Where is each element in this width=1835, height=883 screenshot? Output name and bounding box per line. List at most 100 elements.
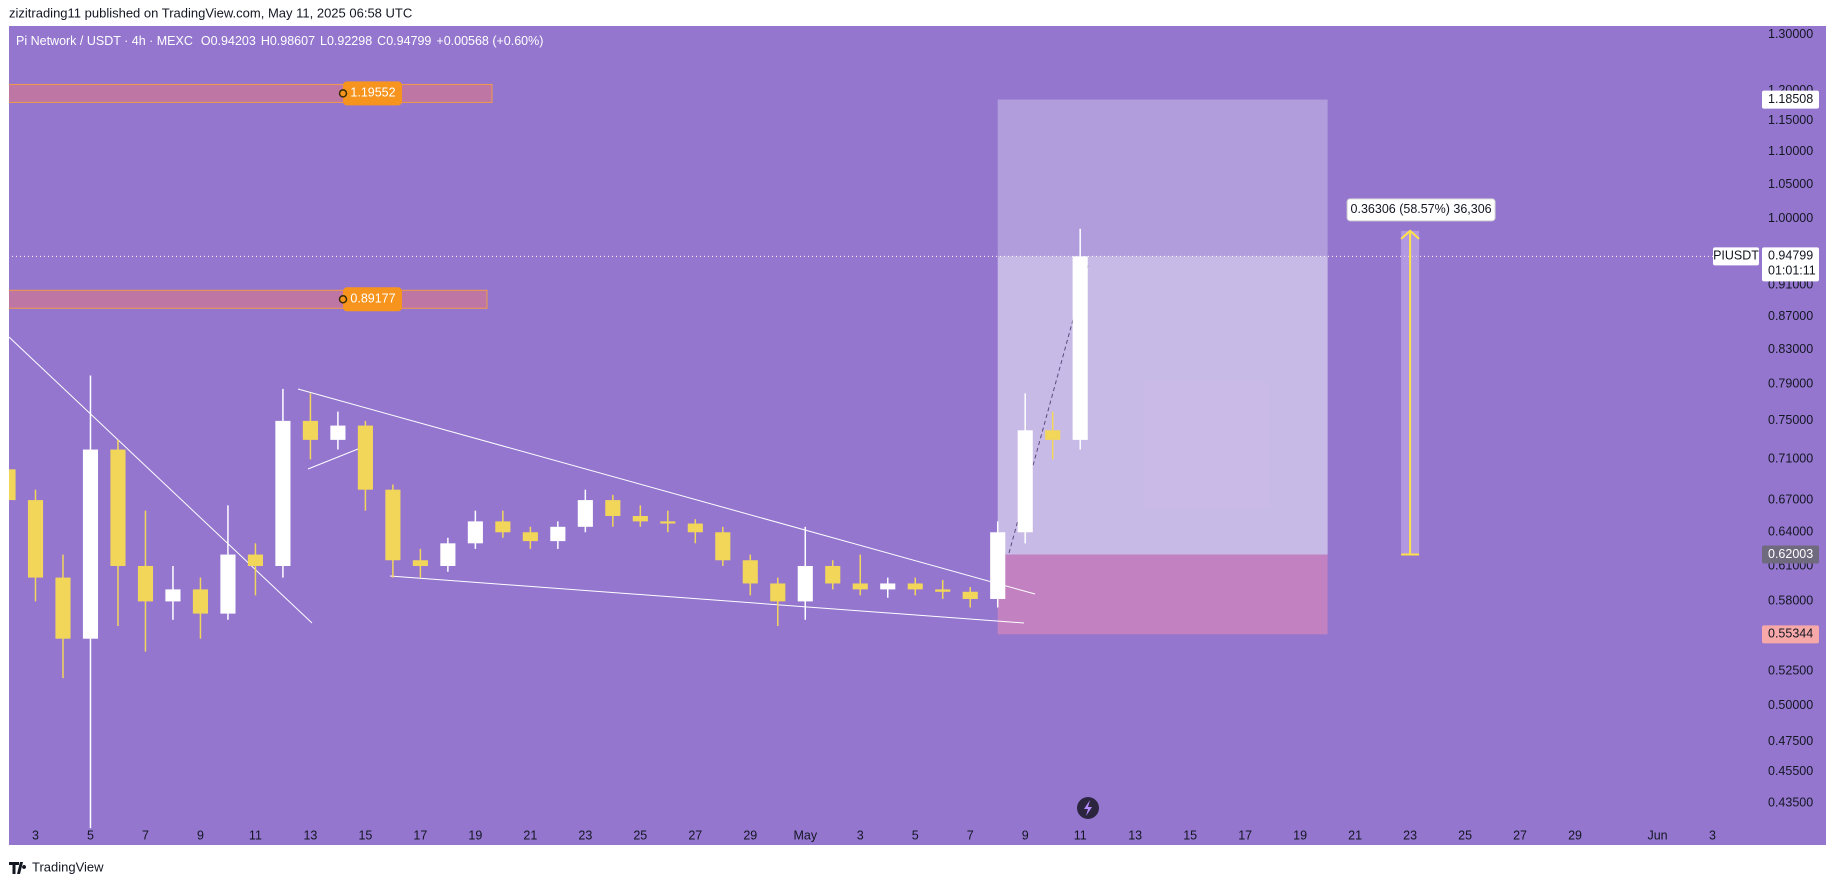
- x-tick-label: 27: [688, 828, 702, 842]
- candle-body: [962, 591, 978, 599]
- x-tick-label: 21: [1348, 828, 1362, 842]
- legend-item: L0.92298: [320, 34, 372, 48]
- candle-body: [357, 425, 373, 490]
- x-tick-label: 23: [578, 828, 592, 842]
- level-anchor: [338, 89, 348, 98]
- legend-item: O0.94203: [201, 34, 256, 48]
- target-tag-box: [1762, 90, 1819, 109]
- level-zone: [9, 289, 488, 309]
- measure-label-box: [1346, 198, 1496, 222]
- x-tick-label: Jun: [1647, 828, 1667, 842]
- candle-body: [550, 526, 566, 542]
- candle-body: [577, 500, 593, 527]
- target-tag: 1.18508: [1768, 92, 1813, 106]
- candle-body: [605, 500, 621, 516]
- trend-line: [297, 388, 1036, 595]
- x-tick-label: 9: [1022, 828, 1029, 842]
- candle-body: [935, 589, 951, 592]
- level-zone: [9, 83, 493, 103]
- x-tick-label: 11: [249, 828, 262, 842]
- legend-item: C0.94799: [377, 34, 431, 48]
- y-tick-label: 0.75000: [1768, 413, 1813, 427]
- candle-body: [1045, 430, 1061, 440]
- countdown: 01:01:11: [1768, 264, 1816, 278]
- x-tick-label: 5: [912, 828, 919, 842]
- candle-body: [55, 577, 71, 639]
- y-tick-label: 0.64000: [1768, 525, 1813, 539]
- candle-body: [797, 565, 813, 602]
- x-tick-label: 7: [142, 828, 149, 842]
- x-tick-label: 9: [197, 828, 204, 842]
- plot-back: [9, 83, 1740, 635]
- trend-line: [389, 575, 1025, 624]
- candle-body: [302, 420, 318, 440]
- y-tick-label: 0.87000: [1768, 309, 1813, 323]
- y-tick-label: 0.43500: [1768, 796, 1813, 810]
- candle-body: [330, 425, 346, 440]
- x-tick-label: 3: [1709, 828, 1716, 842]
- level-label: 1.19552: [350, 86, 395, 100]
- legend-item: +0.00568 (+0.60%): [436, 34, 543, 48]
- y-tick-label: 0.83000: [1768, 342, 1813, 356]
- publish-header: zizitrading11 published on TradingView.c…: [9, 5, 412, 20]
- bolt-glyph: [1084, 800, 1092, 816]
- candle-body: [907, 583, 923, 590]
- x-tick-label: 17: [1238, 828, 1252, 842]
- x-tick-label: 13: [1128, 828, 1142, 842]
- plot-front: Pi Network / USDT · 4h · MEXC O0.94203 H0.…: [16, 27, 1819, 842]
- candle-body: [165, 589, 181, 602]
- measure-label: 0.36306 (58.57%) 36,306: [1351, 202, 1492, 216]
- x-tick-label: 29: [1568, 828, 1582, 842]
- level-label-box: [343, 287, 402, 312]
- y-tick-label: 0.45500: [1768, 764, 1813, 778]
- x-tick-label: 3: [32, 828, 39, 842]
- legend-item: Pi Network / USDT · 4h · MEXC: [16, 34, 193, 48]
- x-tick-label: 19: [1293, 828, 1307, 842]
- y-tick-label: 0.50000: [1768, 698, 1813, 712]
- x-tick-label: 15: [1183, 828, 1197, 842]
- candle-body: [110, 449, 126, 566]
- replay-button[interactable]: [1077, 797, 1099, 819]
- legend-item: H0.98607: [261, 34, 315, 48]
- y-tick-label: 0.67000: [1768, 492, 1813, 506]
- x-tick-label: 25: [1458, 828, 1472, 842]
- symbol-tag-box: [1713, 247, 1759, 266]
- last-price-box: [1762, 247, 1819, 282]
- x-tick-label: 3: [857, 828, 864, 842]
- x-tick-label: 5: [87, 828, 94, 842]
- x-tick-label: 29: [743, 828, 757, 842]
- level-anchor: [338, 295, 348, 304]
- footer-logo[interactable]: TradingView: [9, 859, 104, 874]
- stop-tag: 0.55344: [1768, 627, 1813, 641]
- x-tick-label: 15: [358, 828, 372, 842]
- candle-body: [1017, 430, 1033, 533]
- last-price-tag: 0.94799: [1768, 249, 1813, 263]
- x-tick-label: 7: [967, 828, 974, 842]
- x-tick-label: 17: [413, 828, 427, 842]
- logo-glyph: [9, 862, 27, 874]
- candle-body: [385, 489, 401, 561]
- candle-body: [715, 532, 731, 561]
- stop-tag-box: [1762, 625, 1819, 644]
- candle-body: [9, 469, 16, 501]
- candle-body: [990, 532, 1006, 599]
- y-tick-label: 0.71000: [1768, 452, 1813, 466]
- candle-body: [1072, 256, 1088, 440]
- candle-body: [192, 589, 209, 614]
- x-tick-label: 23: [1403, 828, 1417, 842]
- x-tick-label: May: [793, 828, 817, 842]
- candle-body: [247, 554, 263, 566]
- level-label-box: [343, 81, 402, 106]
- y-tick-label: 0.79000: [1768, 377, 1813, 391]
- measure-arrowhead: [1400, 229, 1420, 240]
- candle-body: [275, 420, 291, 566]
- candle-body: [27, 500, 44, 578]
- target-zone: [997, 99, 1328, 555]
- trend-line: [307, 446, 364, 470]
- y-tick-label: 0.58000: [1768, 594, 1813, 608]
- y-tick-label: 1.15000: [1768, 113, 1813, 127]
- trend-line: [9, 336, 313, 624]
- stop-zone: [997, 554, 1328, 635]
